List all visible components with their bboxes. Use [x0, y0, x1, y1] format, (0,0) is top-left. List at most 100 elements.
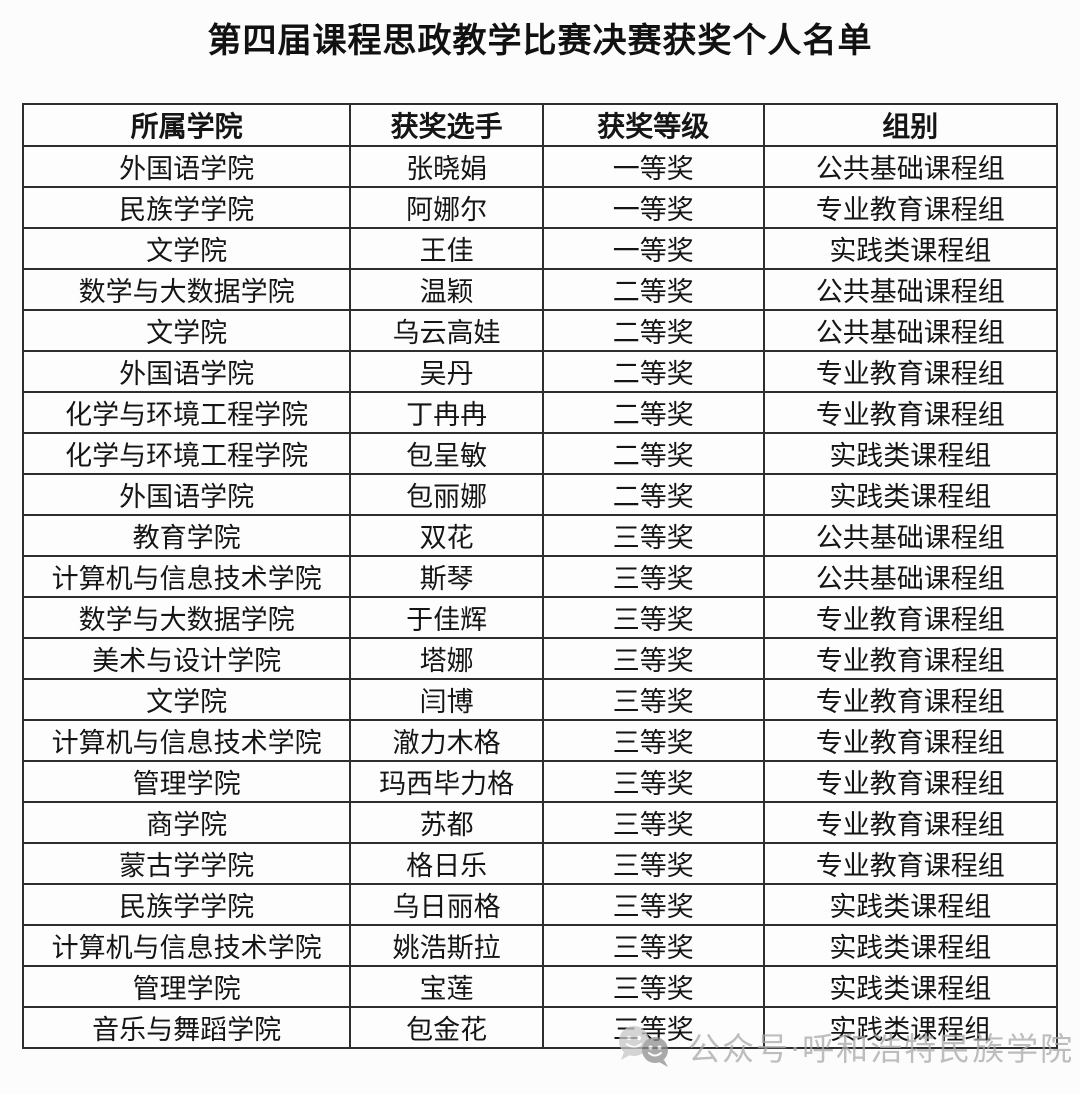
table-cell: 专业教育课程组: [762, 596, 1059, 639]
table-cell: 专业教育课程组: [762, 801, 1059, 844]
table-cell: 公共基础课程组: [762, 514, 1059, 557]
table-cell: 专业教育课程组: [762, 391, 1059, 434]
table-row: 计算机与信息技术学院 斯琴 三等奖 公共基础课程组: [21, 555, 1059, 598]
table-row: 文学院 王佳 一等奖 实践类课程组: [21, 227, 1059, 270]
table-row: 文学院 乌云高娃 二等奖 公共基础课程组: [21, 309, 1059, 352]
table-cell: 实践类课程组: [762, 965, 1059, 1008]
header-college: 所属学院: [21, 103, 352, 147]
table-cell: 二等奖: [541, 432, 765, 475]
table-cell: 实践类课程组: [762, 1006, 1059, 1049]
table-row: 管理学院 玛西毕力格 三等奖 专业教育课程组: [21, 760, 1059, 803]
table-cell: 三等奖: [541, 965, 765, 1008]
table-cell: 实践类课程组: [762, 883, 1059, 926]
table-cell: 一等奖: [541, 227, 765, 270]
table-cell: 计算机与信息技术学院: [21, 924, 352, 967]
table-cell: 专业教育课程组: [762, 186, 1059, 229]
table-cell: 丁冉冉: [349, 391, 544, 434]
table-cell: 实践类课程组: [762, 432, 1059, 475]
table-cell: 格日乐: [349, 842, 544, 885]
table-cell: 二等奖: [541, 268, 765, 311]
watermark: 公众号·呼和浩特民族学院: [616, 1024, 1074, 1070]
table-cell: 三等奖: [541, 678, 765, 721]
table-row: 化学与环境工程学院 包呈敏 二等奖 实践类课程组: [21, 432, 1059, 475]
table-cell: 专业教育课程组: [762, 350, 1059, 393]
table-cell: 商学院: [21, 801, 352, 844]
table-cell: 温颖: [349, 268, 544, 311]
table-cell: 闫博: [349, 678, 544, 721]
table-cell: 三等奖: [541, 801, 765, 844]
table-row: 民族学学院 乌日丽格 三等奖 实践类课程组: [21, 883, 1059, 926]
table-cell: 三等奖: [541, 842, 765, 885]
table-cell: 公共基础课程组: [762, 268, 1059, 311]
table-cell: 包呈敏: [349, 432, 544, 475]
table-cell: 专业教育课程组: [762, 637, 1059, 680]
award-table: 所属学院 获奖选手 获奖等级 组别 外国语学院 张晓娟 一等奖 公共基础课程组 民族学学…: [21, 103, 1059, 1049]
table-cell: 姚浩斯拉: [349, 924, 544, 967]
table-cell: 苏都: [349, 801, 544, 844]
table-cell: 澈力木格: [349, 719, 544, 762]
table-cell: 外国语学院: [21, 473, 352, 516]
table-row: 音乐与舞蹈学院 包金花 三等奖 实践类课程组: [21, 1006, 1059, 1049]
table-cell: 二等奖: [541, 350, 765, 393]
table-cell: 斯琴: [349, 555, 544, 598]
table-cell: 实践类课程组: [762, 924, 1059, 967]
table-cell: 外国语学院: [21, 145, 352, 188]
table-row: 数学与大数据学院 于佳辉 三等奖 专业教育课程组: [21, 596, 1059, 639]
table-cell: 管理学院: [21, 760, 352, 803]
table-cell: 音乐与舞蹈学院: [21, 1006, 352, 1049]
table-cell: 文学院: [21, 227, 352, 270]
table-cell: 张晓娟: [349, 145, 544, 188]
table-cell: 文学院: [21, 678, 352, 721]
table-cell: 宝莲: [349, 965, 544, 1008]
table-row: 数学与大数据学院 温颖 二等奖 公共基础课程组: [21, 268, 1059, 311]
table-cell: 民族学学院: [21, 883, 352, 926]
table-row: 外国语学院 吴丹 二等奖 专业教育课程组: [21, 350, 1059, 393]
table-row: 教育学院 双花 三等奖 公共基础课程组: [21, 514, 1059, 557]
table-cell: 三等奖: [541, 883, 765, 926]
table-cell: 文学院: [21, 309, 352, 352]
table-cell: 乌云高娃: [349, 309, 544, 352]
table-row: 计算机与信息技术学院 澈力木格 三等奖 专业教育课程组: [21, 719, 1059, 762]
table-row: 计算机与信息技术学院 姚浩斯拉 三等奖 实践类课程组: [21, 924, 1059, 967]
table-cell: 蒙古学学院: [21, 842, 352, 885]
table-cell: 包丽娜: [349, 473, 544, 516]
table-cell: 一等奖: [541, 186, 765, 229]
table-row: 商学院 苏都 三等奖 专业教育课程组: [21, 801, 1059, 844]
table-cell: 计算机与信息技术学院: [21, 555, 352, 598]
table-cell: 外国语学院: [21, 350, 352, 393]
table-cell: 公共基础课程组: [762, 555, 1059, 598]
table-cell: 数学与大数据学院: [21, 268, 352, 311]
table-cell: 玛西毕力格: [349, 760, 544, 803]
table-cell: 民族学学院: [21, 186, 352, 229]
table-row: 美术与设计学院 塔娜 三等奖 专业教育课程组: [21, 637, 1059, 680]
table-row: 外国语学院 包丽娜 二等奖 实践类课程组: [21, 473, 1059, 516]
table-cell: 专业教育课程组: [762, 842, 1059, 885]
table-row: 外国语学院 张晓娟 一等奖 公共基础课程组: [21, 145, 1059, 188]
table-cell: 三等奖: [541, 637, 765, 680]
header-grade: 获奖等级: [541, 103, 765, 147]
table-body: 外国语学院 张晓娟 一等奖 公共基础课程组 民族学学院 阿娜尔 一等奖 专业教育课程组 文学院王…: [21, 145, 1059, 1049]
table-cell: 包金花: [349, 1006, 544, 1049]
table-row: 文学院 闫博 三等奖 专业教育课程组: [21, 678, 1059, 721]
table-cell: 二等奖: [541, 309, 765, 352]
table-row: 管理学院 宝莲 三等奖 实践类课程组: [21, 965, 1059, 1008]
table-cell: 二等奖: [541, 391, 765, 434]
table-cell: 二等奖: [541, 473, 765, 516]
table-cell: 一等奖: [541, 145, 765, 188]
table-cell: 计算机与信息技术学院: [21, 719, 352, 762]
table-cell: 公共基础课程组: [762, 145, 1059, 188]
table-cell: 管理学院: [21, 965, 352, 1008]
table-cell: 化学与环境工程学院: [21, 391, 352, 434]
table-cell: 吴丹: [349, 350, 544, 393]
table-cell: 数学与大数据学院: [21, 596, 352, 639]
page-title: 第四届课程思政教学比赛决赛获奖个人名单: [207, 21, 873, 61]
table-cell: 教育学院: [21, 514, 352, 557]
table-cell: 于佳辉: [349, 596, 544, 639]
table-cell: 三等奖: [541, 555, 765, 598]
header-group: 组别: [762, 103, 1059, 147]
table-cell: 专业教育课程组: [762, 678, 1059, 721]
table-cell: 塔娜: [349, 637, 544, 680]
table-cell: 实践类课程组: [762, 227, 1059, 270]
table-cell: 三等奖: [541, 514, 765, 557]
wechat-official-account-icon: [616, 1024, 674, 1070]
